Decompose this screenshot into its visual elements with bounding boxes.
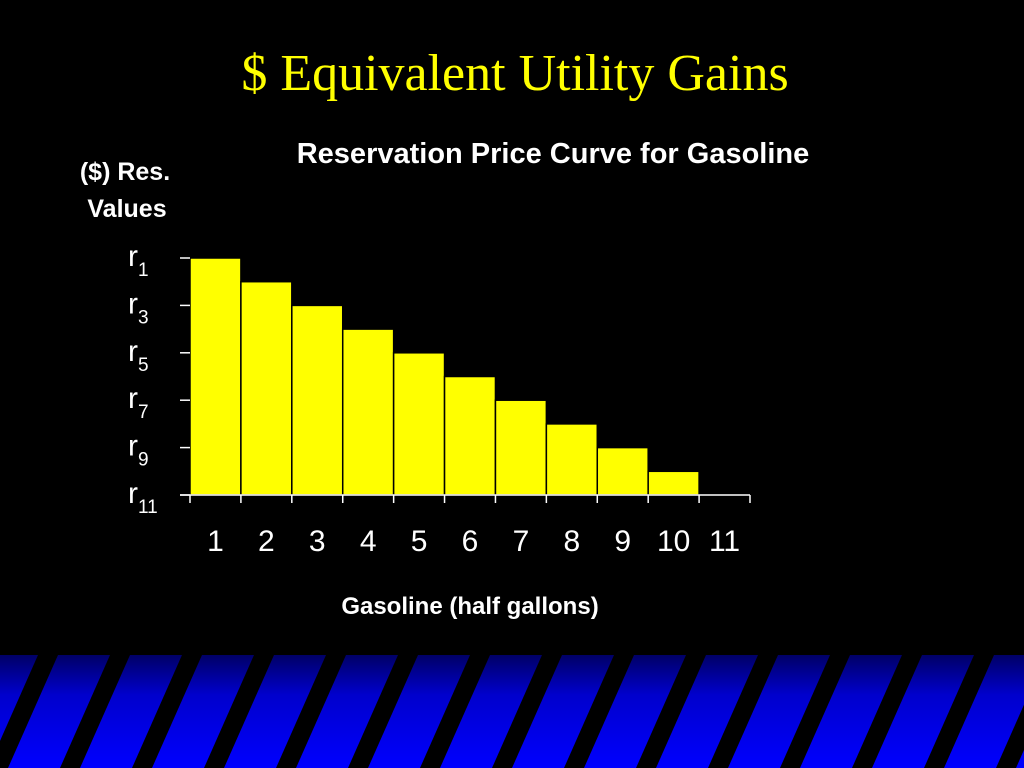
x-axis-label: Gasoline (half gallons) [341,593,598,620]
y-tick-label: r9 [128,430,149,471]
y-tick-label-base: r [128,382,138,415]
x-tick-label: 10 [657,525,690,558]
bar [443,375,497,496]
y-tick-label: r1 [128,240,149,281]
y-tick-label-base: r [128,335,138,368]
y-tick-label-subscript: 5 [138,355,149,376]
y-tick-label-subscript: 7 [138,402,149,423]
x-tick-label: 8 [563,525,580,558]
y-tick-label-subscript: 9 [138,450,149,471]
bar [341,328,395,496]
y-tick-label: r7 [128,382,149,423]
y-axis-label: ($) Res. [80,158,170,186]
y-tick-label-subscript: 1 [138,260,149,281]
decor-stripes [0,655,1024,768]
x-tick-label: 2 [258,525,275,558]
x-tick-label: 5 [411,525,428,558]
x-tick-label: 9 [614,525,631,558]
y-tick-label-base: r [128,287,138,320]
y-tick-label-base: r [128,477,138,510]
x-tick-label: 7 [513,525,530,558]
x-tick-label: 6 [462,525,479,558]
y-tick-label-subscript: 3 [138,307,149,328]
bar [647,470,700,496]
bar [392,352,446,496]
y-tick-label: r3 [128,287,149,328]
y-tick-label: r11 [128,477,158,518]
bar [494,399,548,496]
y-tick-label-subscript: 11 [138,497,158,518]
bar [291,304,344,496]
bar [596,446,649,496]
bar [545,423,599,496]
slide-title: $ Equivalent Utility Gains [241,45,788,102]
y-tick-label: r5 [128,335,149,376]
x-tick-label: 11 [709,525,740,558]
y-tick-label-base: r [128,240,138,273]
chart-title: Reservation Price Curve for Gasoline [297,138,810,170]
x-tick-label: 4 [360,525,377,558]
y-tick-label-base: r [128,430,138,463]
x-tick-label: 3 [309,525,326,558]
x-tick-label: 1 [207,525,224,558]
bar [240,280,293,496]
bar [189,257,242,496]
y-axis-label: Values [87,195,166,223]
